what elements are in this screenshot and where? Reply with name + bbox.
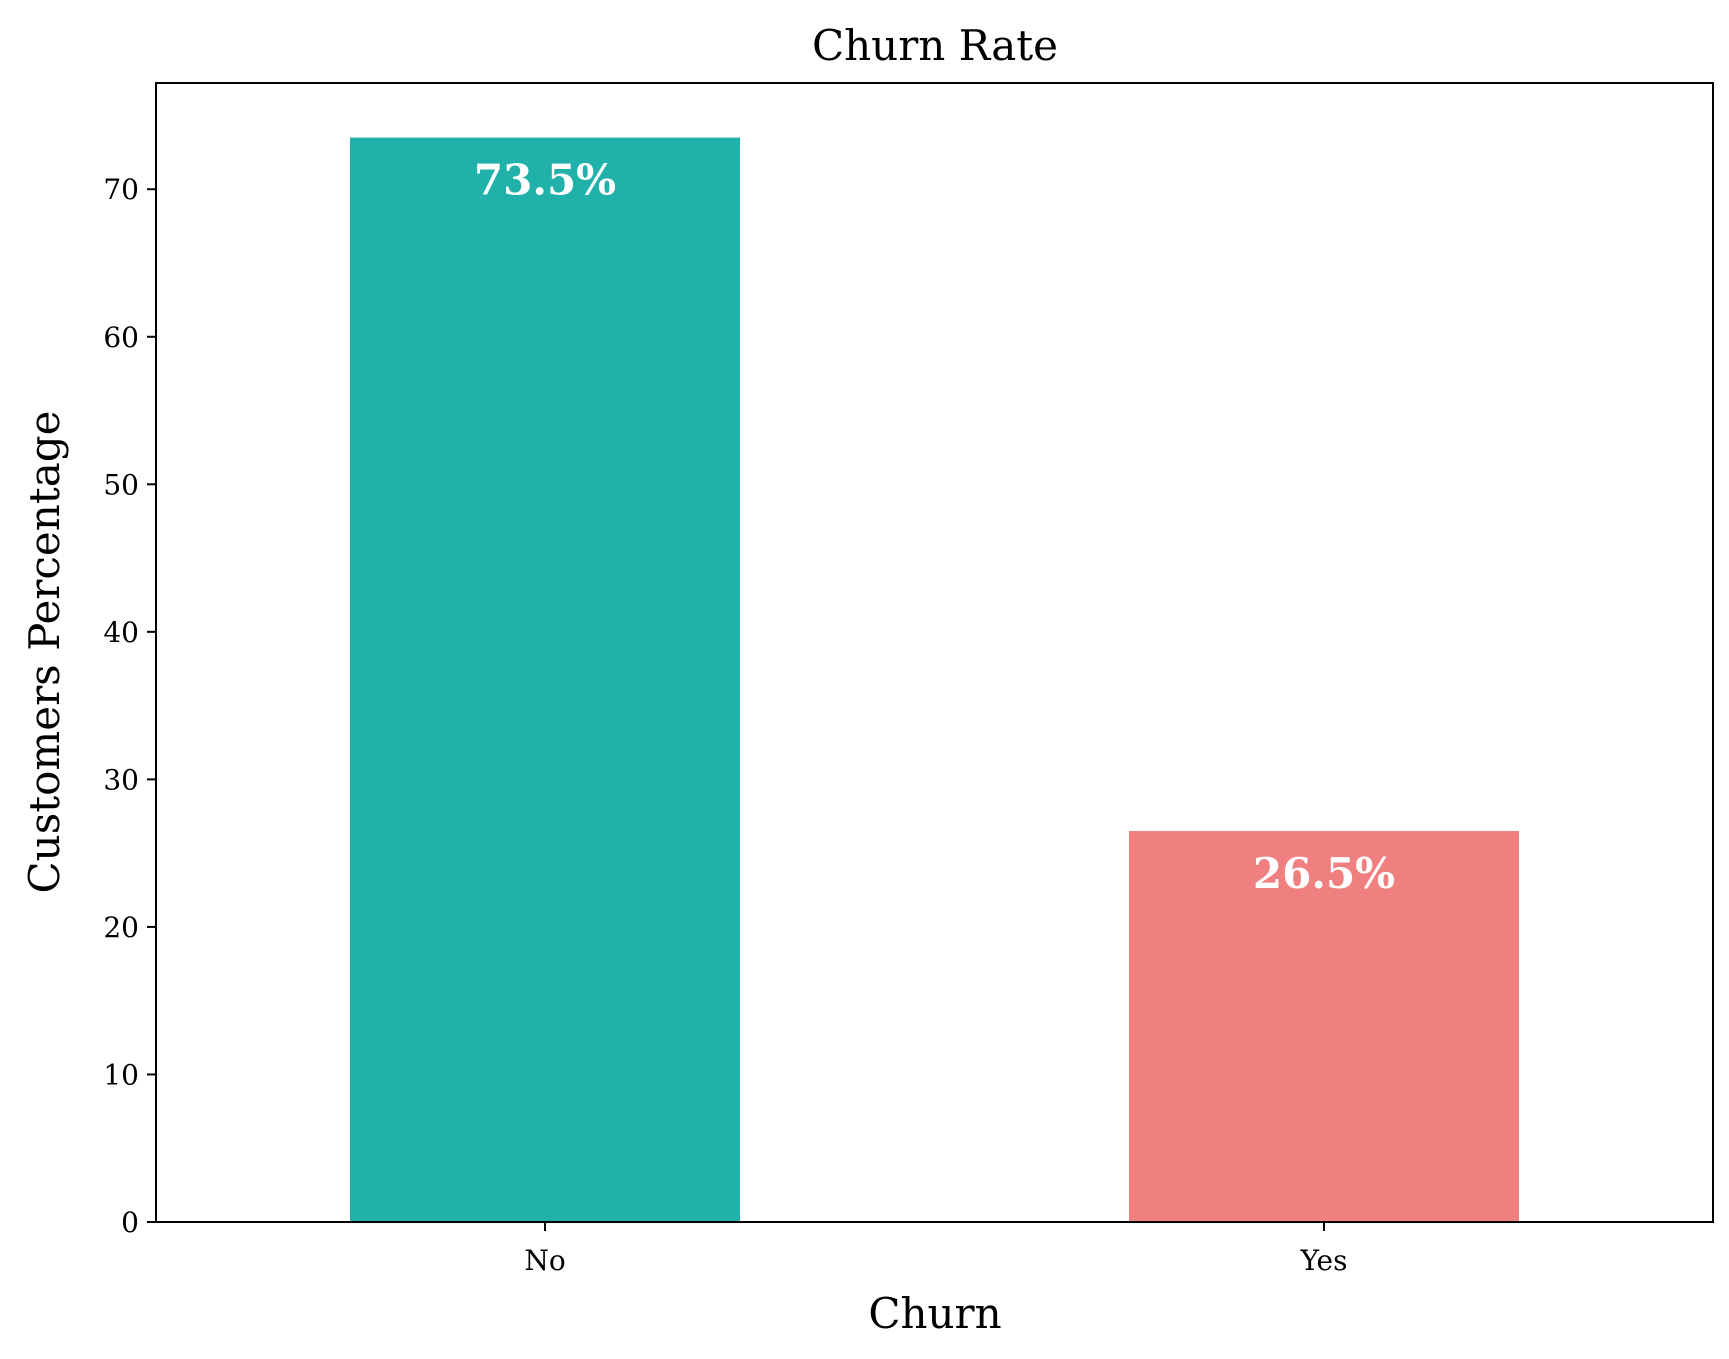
y-tick-label: 50 [103,468,139,501]
x-axis-title: Churn [868,1289,1001,1338]
y-tick-label: 70 [103,173,139,206]
y-axis-title: Customers Percentage [20,411,69,894]
chart-title: Churn Rate [812,21,1058,70]
bars-layer [350,137,1519,1223]
bar-no [350,137,740,1223]
x-tick-label-no: No [524,1244,565,1277]
y-tick-label: 60 [103,321,139,354]
y-tick-label: 10 [103,1058,139,1091]
data-label-yes: 26.5% [1253,849,1395,898]
y-tick-label: 0 [121,1206,139,1239]
y-tick-label: 30 [103,763,139,796]
data-label-no: 73.5% [474,156,616,205]
data-labels-layer: 73.5% 26.5% [474,156,1395,898]
y-axis: 0 10 20 30 40 50 60 70 [103,173,156,1239]
plot-frame [155,82,1714,1223]
y-tick-label: 20 [103,911,139,944]
bar-yes [1129,831,1519,1222]
x-axis: No Yes [524,1222,1348,1277]
x-tick-label-yes: Yes [1300,1244,1348,1277]
y-tick-label: 40 [103,616,139,649]
